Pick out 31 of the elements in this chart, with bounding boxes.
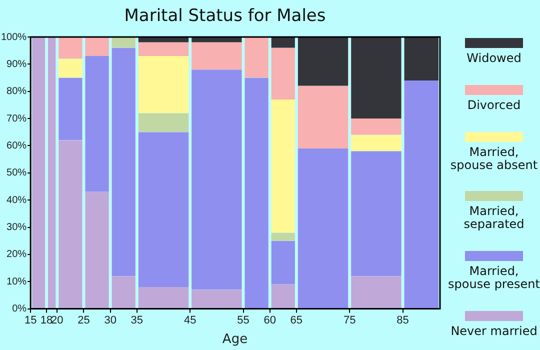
x-axis-title: Age	[221, 332, 249, 347]
chart-title: Marital Status for Males	[123, 6, 327, 26]
y-tick-label: 60%	[6, 140, 27, 152]
legend-label: Widowed	[466, 51, 522, 65]
x-tick-label: 65	[290, 314, 303, 326]
y-tick-label: 40%	[6, 194, 27, 206]
y-tick-label: 10%	[6, 276, 27, 288]
x-tick-label: 35	[130, 314, 144, 326]
x-tick-label: 25	[78, 314, 90, 326]
legend-label: Married, separated	[464, 204, 524, 232]
y-tick-label: 100%	[1, 32, 27, 43]
legend-label: Divorced	[467, 98, 521, 112]
legend-label: Married, spouse present	[448, 264, 540, 292]
y-tick-label: 50%	[6, 168, 27, 179]
legend-label: Married, spouse absent	[450, 144, 538, 172]
y-tick-label: 30%	[6, 222, 27, 234]
x-tick-label: 30	[104, 314, 116, 326]
x-tick-label: 18	[40, 314, 53, 326]
x-tick-label: 45	[184, 314, 196, 326]
x-tick-label: 20	[51, 314, 64, 326]
x-tick-label: 85	[396, 314, 409, 326]
y-tick-label: 0%	[12, 304, 27, 315]
y-tick-label: 80%	[6, 86, 27, 98]
x-tick-label: 75	[343, 314, 356, 326]
x-tick-label: 15	[24, 314, 37, 326]
x-tick-label: 60	[264, 314, 276, 326]
y-tick-label: 70%	[6, 113, 27, 124]
y-tick-label: 90%	[6, 58, 27, 70]
y-tick-label: 20%	[6, 249, 27, 260]
x-tick-label: 55	[237, 314, 250, 326]
legend-label: Never married	[450, 324, 538, 338]
